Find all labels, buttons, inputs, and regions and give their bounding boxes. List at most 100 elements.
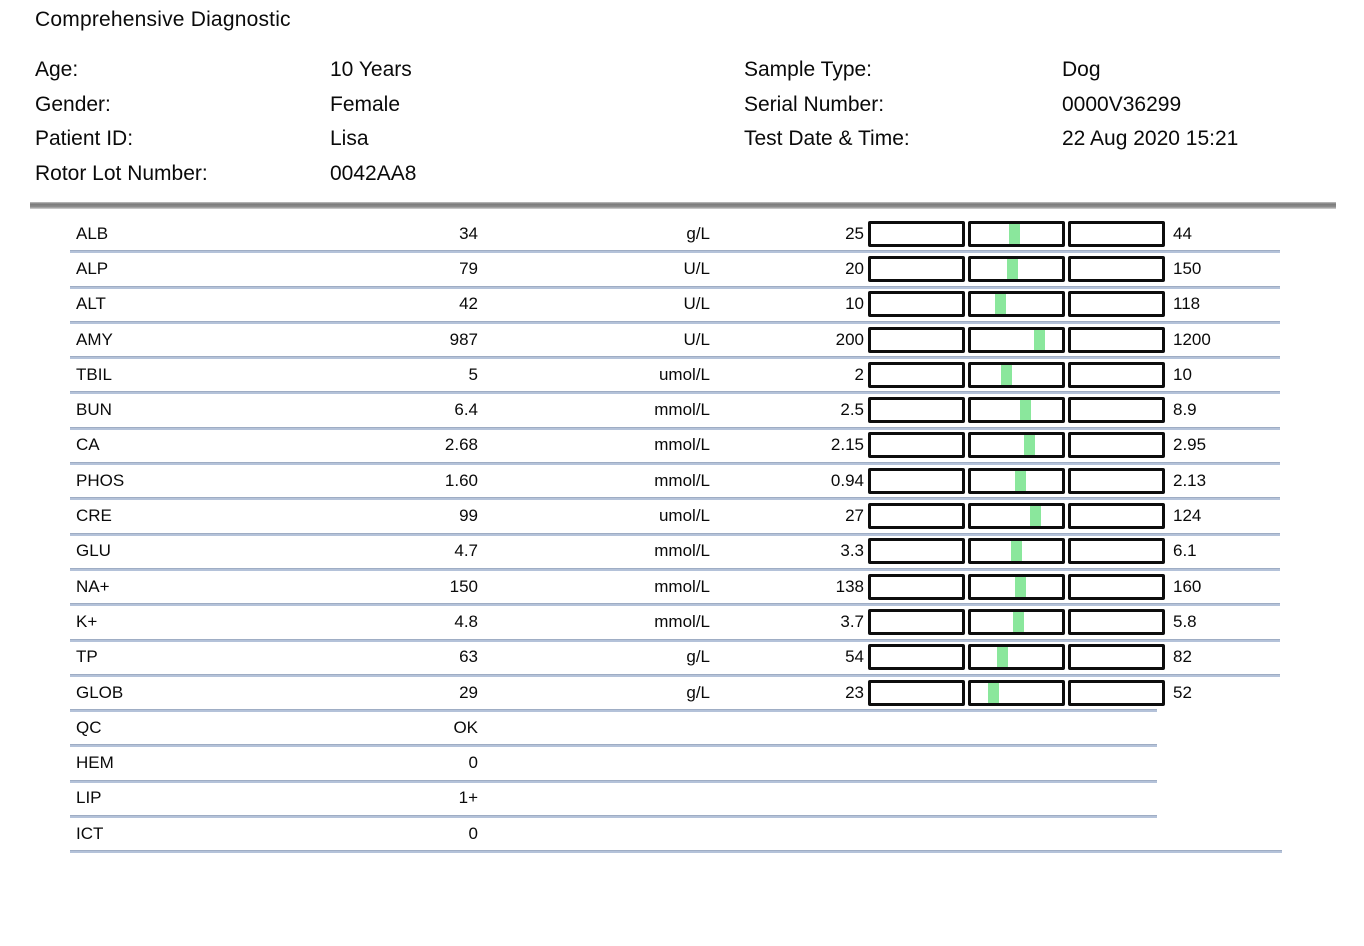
test-name: K+ [76,611,98,631]
test-value: 2.68 [444,435,478,455]
range-box-low [868,573,965,600]
range-marker [1030,506,1042,527]
range-low: 10 [845,294,864,314]
range-box-high [1068,608,1165,635]
range-box-low [868,397,965,424]
range-box-normal [968,608,1065,635]
range-bar [868,573,1165,600]
range-low: 20 [845,258,864,278]
range-bar [868,397,1165,424]
test-unit: U/L [683,258,710,278]
test-name: ICT [76,823,104,843]
range-box-normal [968,432,1065,459]
test-name: TP [76,647,98,667]
test-value: 42 [459,294,478,314]
test-name: AMY [76,329,113,349]
range-marker [1015,470,1027,491]
range-low: 27 [845,506,864,526]
info-value: Dog [1062,58,1101,81]
range-high: 8.9 [1173,400,1197,420]
range-low: 2.15 [830,435,864,455]
range-bar [868,326,1165,353]
test-value: 150 [449,576,478,596]
range-high: 118 [1173,294,1201,314]
test-value: 34 [459,223,478,243]
test-value: 63 [459,647,478,667]
range-box-high [1068,573,1165,600]
test-unit: mmol/L [654,611,710,631]
range-box-normal [968,326,1065,353]
range-marker [1011,541,1022,562]
range-low: 138 [835,576,864,596]
range-high: 1200 [1173,329,1211,349]
test-value: 99 [459,506,478,526]
range-box-normal [968,573,1065,600]
test-unit: mmol/L [654,435,710,455]
range-marker [1014,576,1026,597]
range-box-normal [968,291,1065,318]
info-label: Patient ID: [35,127,134,150]
result-row: HEM 0 [70,744,1280,780]
test-value: OK [453,717,478,737]
test-name: LIP [76,788,102,808]
range-marker [1007,258,1019,279]
test-name: TBIL [76,364,112,384]
result-row: CRE 99 umol/L 27 124 [70,497,1280,533]
range-low: 25 [845,223,864,243]
test-unit: g/L [686,647,710,667]
test-name: QC [76,717,102,737]
range-bar [868,432,1165,459]
test-unit: mmol/L [654,400,710,420]
test-value: 1.60 [444,470,478,490]
test-unit: mmol/L [654,470,710,490]
result-row: K+ 4.8 mmol/L 3.7 5.8 [70,603,1280,639]
patient-info-right: Sample Type: Dog Serial Number: 0000V362… [744,53,1238,157]
result-row: QC OK [70,709,1280,745]
range-box-normal [968,644,1065,671]
test-name: GLU [76,541,111,561]
test-value: 987 [449,329,478,349]
info-label: Serial Number: [744,92,885,116]
range-box-high [1068,644,1165,671]
result-row: ALP 79 U/L 20 150 [70,250,1280,286]
range-box-high [1068,291,1165,318]
range-marker [994,294,1006,315]
range-box-high [1068,361,1165,388]
range-marker [1033,329,1045,350]
range-low: 3.7 [840,611,864,631]
range-low: 54 [845,647,864,667]
range-high: 150 [1173,258,1202,278]
range-high: 2.95 [1173,435,1207,455]
range-marker [1024,435,1035,456]
info-value: 10 Years [330,58,412,81]
range-high: 10 [1173,364,1192,384]
range-box-high [1068,679,1165,706]
range-box-high [1068,432,1165,459]
test-unit: mmol/L [654,541,710,561]
patient-info-left: Age: 10 Years Gender: Female Patient ID:… [35,53,416,191]
range-high: 44 [1173,223,1192,243]
info-label: Sample Type: [744,58,873,81]
range-box-low [868,467,965,494]
range-low: 200 [835,329,864,349]
info-label: Age: [35,58,79,81]
range-marker [1008,223,1020,244]
result-row: PHOS 1.60 mmol/L 0.94 2.13 [70,462,1280,498]
result-row: AMY 987 U/L 200 1200 [70,320,1280,357]
range-box-normal [968,467,1065,494]
range-box-low [868,255,965,282]
range-box-normal [968,255,1065,282]
test-unit: mmol/L [654,576,710,596]
range-high: 52 [1173,682,1192,702]
result-row: CA 2.68 mmol/L 2.15 2.95 [70,426,1280,463]
test-unit: U/L [683,294,710,314]
test-unit: g/L [686,682,710,702]
test-name: BUN [76,400,112,420]
result-row: BUN 6.4 mmol/L 2.5 8.9 [70,391,1280,427]
result-row: GLU 4.7 mmol/L 3.3 6.1 [70,532,1280,569]
range-high: 5.8 [1173,611,1197,631]
range-box-high [1068,503,1165,530]
range-bar [868,467,1165,494]
result-row: ICT 0 [70,815,1282,854]
result-row: TBIL 5 umol/L 2 10 [70,356,1280,392]
